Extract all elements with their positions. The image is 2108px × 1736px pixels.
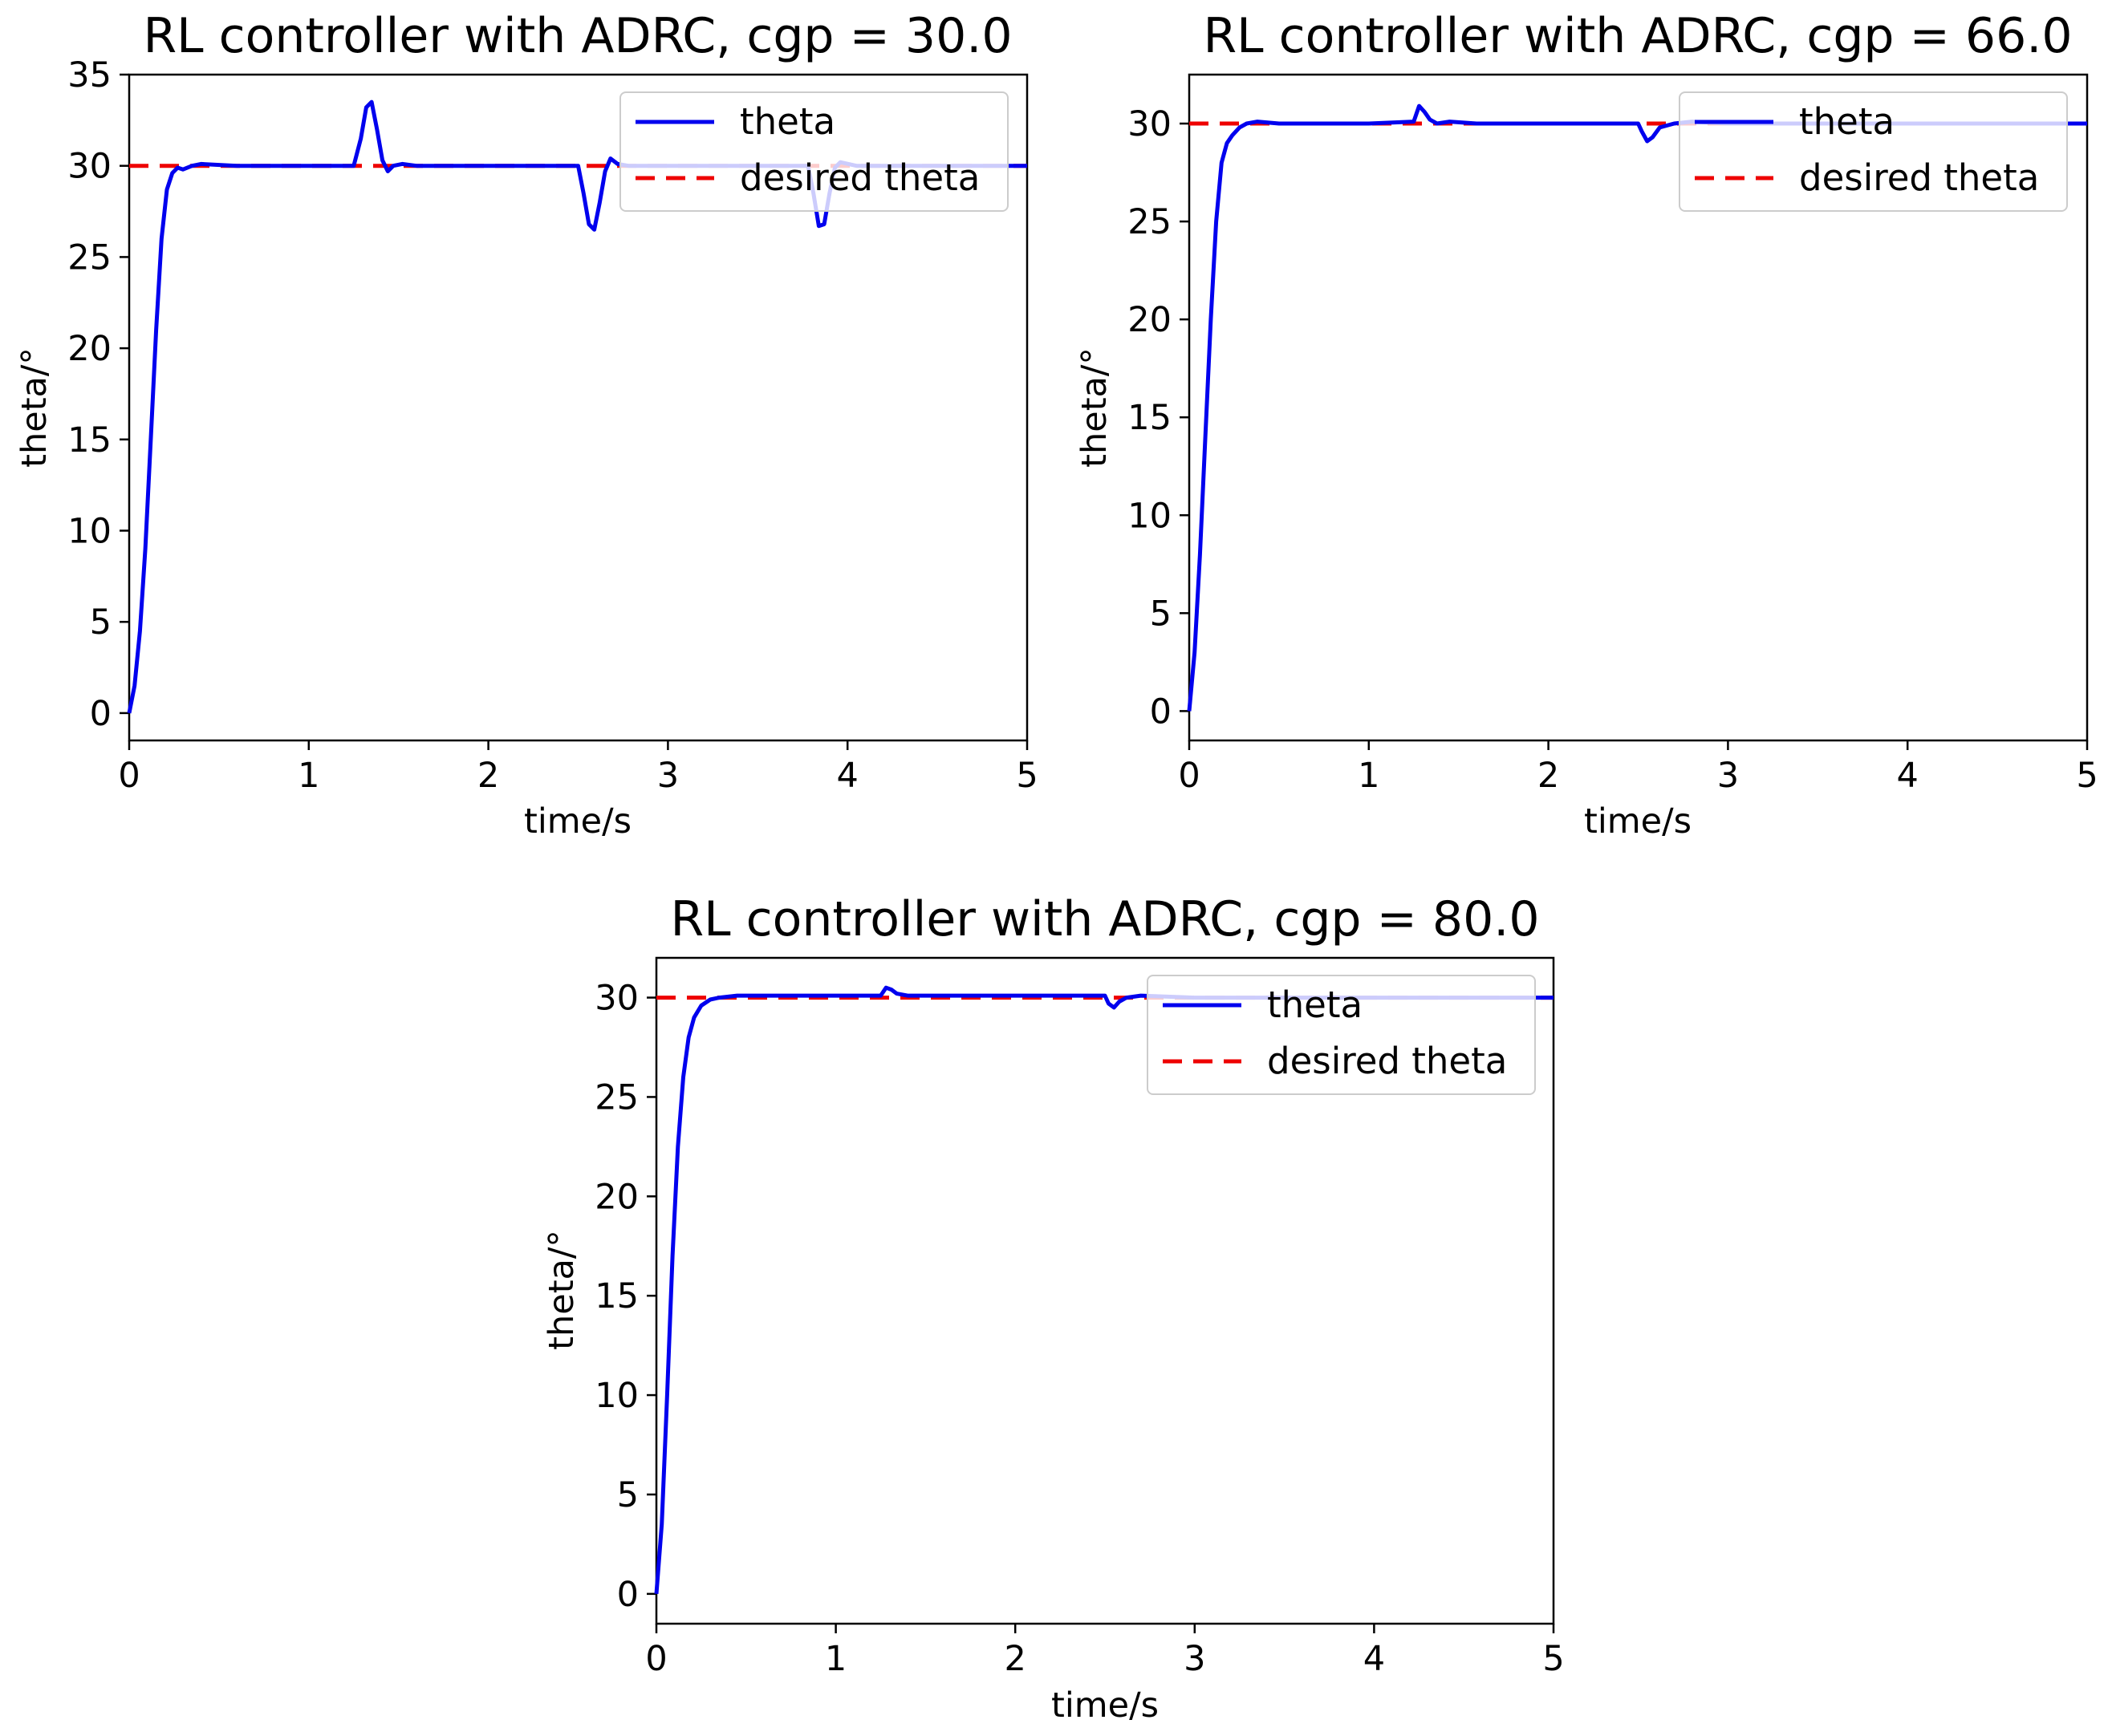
chart-title: RL controller with ADRC, cgp = 80.0 (670, 891, 1539, 947)
y-tick-label: 10 (595, 1376, 639, 1416)
legend-box (1679, 91, 2068, 212)
y-axis-label: theta/° (14, 347, 55, 468)
chart-panel-cgp-80: RL controller with ADRC, cgp = 80.0 0 1 2 3… (542, 891, 1565, 1726)
y-tick-label: 20 (1127, 300, 1172, 340)
y-tick-label: 25 (67, 237, 112, 278)
x-tick-label: 3 (657, 756, 679, 796)
y-tick-label: 30 (595, 979, 639, 1019)
y-tick-label: 0 (90, 694, 112, 734)
x-tick-label: 2 (1537, 756, 1559, 796)
y-tick-label: 10 (67, 511, 112, 551)
y-axis-label: theta/° (542, 1230, 582, 1350)
y-tick-label: 15 (1127, 398, 1172, 438)
x-axis-label: time/s (1584, 801, 1692, 842)
x-axis-label: time/s (1051, 1685, 1159, 1726)
y-tick-label: 0 (1150, 692, 1172, 732)
legend-box (619, 91, 1009, 212)
plot-frame (128, 73, 1029, 742)
y-axis-ticks: 0 5 10 15 20 25 30 (1127, 104, 1189, 732)
x-tick-label: 0 (645, 1639, 667, 1679)
y-axis-label: theta/° (1074, 347, 1115, 468)
y-tick-label: 20 (67, 329, 112, 369)
chart-title: RL controller with ADRC, cgp = 66.0 (1203, 8, 2072, 64)
x-tick-label: 3 (1717, 756, 1739, 796)
chart-title: RL controller with ADRC, cgp = 30.0 (143, 8, 1012, 64)
x-tick-label: 4 (1897, 756, 1919, 796)
y-tick-label: 25 (1127, 202, 1172, 242)
x-tick-label: 4 (837, 756, 859, 796)
legend-theta-label: theta (1799, 100, 1895, 143)
plot-frame (655, 956, 1555, 1625)
y-tick-label: 15 (595, 1276, 639, 1316)
y-tick-label: 30 (1127, 104, 1172, 144)
y-tick-label: 25 (595, 1077, 639, 1117)
legend: theta desired theta (619, 91, 1009, 212)
x-tick-label: 2 (477, 756, 499, 796)
y-tick-label: 20 (595, 1177, 639, 1217)
chart-panel-cgp-30: RL controller with ADRC, cgp = 30.0 0 1 2 3… (14, 8, 1038, 842)
x-tick-label: 1 (1358, 756, 1379, 796)
legend-theta-label: theta (1267, 984, 1363, 1026)
chart-panel-cgp-66: RL controller with ADRC, cgp = 66.0 0 1 2 3… (1074, 8, 2098, 842)
x-axis-ticks: 0 1 2 3 4 5 (118, 740, 1038, 796)
y-tick-label: 35 (67, 55, 112, 95)
plot-frame (1188, 73, 2089, 742)
legend-theta-label: theta (740, 100, 835, 143)
x-tick-label: 0 (118, 756, 140, 796)
x-axis-label: time/s (524, 801, 632, 842)
x-axis-ticks: 0 1 2 3 4 5 (1178, 740, 2098, 796)
y-axis-ticks: 0 5 10 15 20 25 30 35 (67, 55, 129, 734)
theta-line (654, 985, 1554, 1594)
x-tick-label: 1 (298, 756, 319, 796)
x-tick-label: 5 (1542, 1639, 1564, 1679)
y-tick-label: 5 (617, 1475, 639, 1515)
legend-desired-label: desired theta (1267, 1040, 1507, 1082)
x-axis-ticks: 0 1 2 3 4 5 (645, 1624, 1565, 1679)
x-tick-label: 5 (2076, 756, 2098, 796)
x-tick-label: 4 (1363, 1639, 1385, 1679)
y-tick-label: 5 (90, 602, 112, 643)
legend-desired-label: desired theta (1799, 156, 2039, 199)
legend-desired-label: desired theta (740, 156, 980, 199)
x-tick-label: 3 (1184, 1639, 1205, 1679)
y-tick-label: 15 (67, 420, 112, 460)
theta-line (1187, 103, 2087, 712)
y-tick-label: 5 (1150, 594, 1172, 634)
y-tick-label: 10 (1127, 496, 1172, 536)
y-tick-label: 30 (67, 147, 112, 187)
x-tick-label: 5 (1016, 756, 1038, 796)
legend-box (1147, 975, 1536, 1095)
x-tick-label: 1 (825, 1639, 847, 1679)
legend: theta desired theta (1147, 975, 1536, 1095)
y-axis-ticks: 0 5 10 15 20 25 30 (595, 979, 656, 1615)
legend: theta desired theta (1679, 91, 2068, 212)
y-tick-label: 0 (617, 1575, 639, 1615)
x-tick-label: 2 (1005, 1639, 1026, 1679)
x-tick-label: 0 (1178, 756, 1200, 796)
